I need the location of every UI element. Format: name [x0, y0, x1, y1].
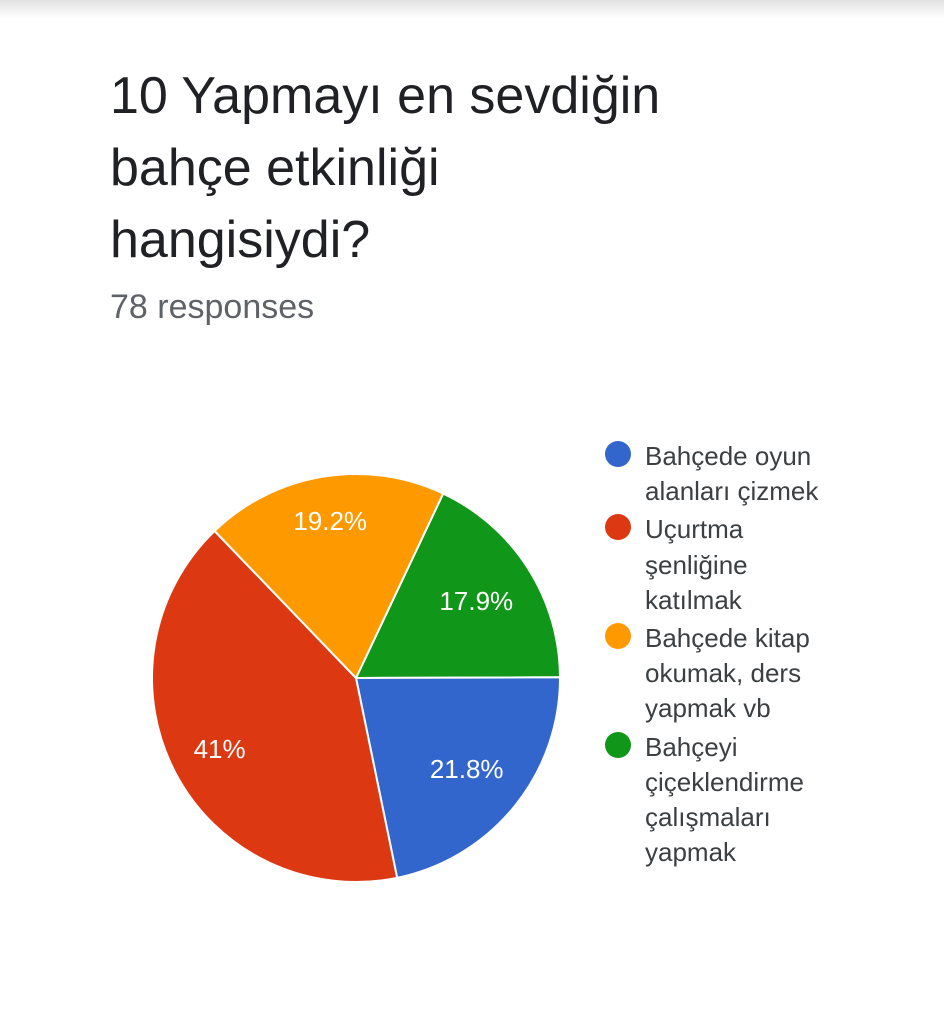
- svg-text:21.8%: 21.8%: [430, 754, 504, 784]
- svg-text:17.9%: 17.9%: [439, 586, 513, 616]
- svg-text:19.2%: 19.2%: [293, 506, 367, 536]
- svg-text:41%: 41%: [194, 734, 246, 764]
